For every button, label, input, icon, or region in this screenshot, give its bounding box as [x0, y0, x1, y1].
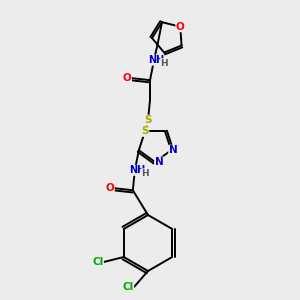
Text: H: H: [141, 169, 148, 178]
Text: NH: NH: [129, 165, 145, 175]
Text: Cl: Cl: [92, 257, 103, 267]
Text: O: O: [176, 22, 184, 32]
Text: O: O: [123, 73, 131, 83]
Text: N: N: [169, 145, 178, 155]
Text: N: N: [154, 157, 164, 167]
Text: S: S: [144, 115, 152, 125]
Text: O: O: [106, 183, 114, 193]
Text: NH: NH: [148, 55, 164, 65]
Text: S: S: [141, 126, 149, 136]
Text: H: H: [160, 59, 168, 68]
Text: Cl: Cl: [122, 282, 134, 292]
